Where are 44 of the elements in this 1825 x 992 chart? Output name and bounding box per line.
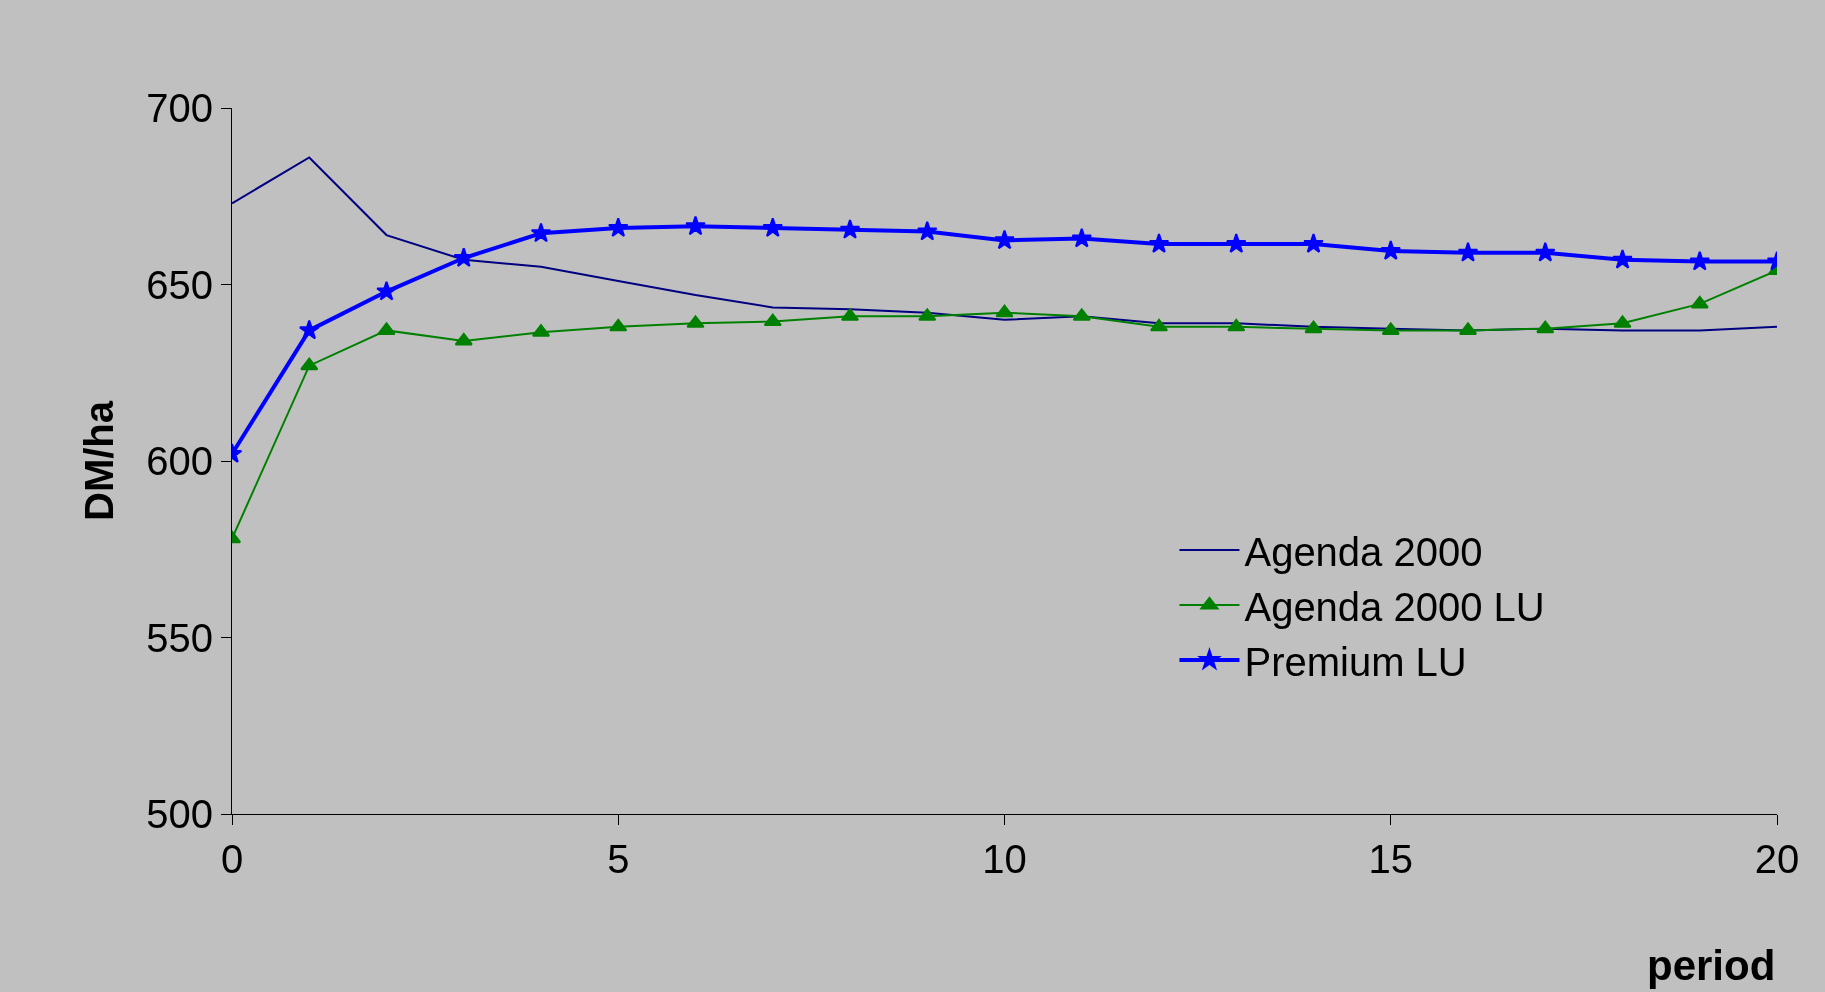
x-tick-label: 10 — [982, 837, 1027, 881]
point — [530, 222, 552, 243]
point — [1303, 233, 1324, 253]
y-tick-label: 600 — [146, 439, 213, 483]
point — [1457, 241, 1479, 262]
point — [453, 247, 475, 267]
x-tick-label: 0 — [220, 837, 244, 881]
point — [1380, 240, 1402, 260]
point — [994, 229, 1015, 250]
point — [1690, 295, 1709, 309]
y-tick-label: 550 — [146, 615, 213, 660]
point — [376, 280, 397, 301]
point — [1148, 233, 1170, 253]
point — [300, 357, 319, 371]
y-axis-title: DM/ha — [76, 400, 121, 521]
point — [1612, 248, 1633, 269]
point — [1149, 318, 1169, 332]
point — [1534, 241, 1556, 262]
y-tick-label: 500 — [146, 792, 213, 836]
legend-label: Agenda 2000 — [1244, 529, 1483, 574]
point — [995, 304, 1014, 318]
legend-label: Agenda 2000 LU — [1244, 584, 1545, 629]
point — [916, 220, 938, 241]
point — [685, 215, 706, 236]
point — [609, 318, 628, 332]
point — [839, 218, 861, 239]
point — [1536, 320, 1555, 334]
point — [607, 217, 629, 237]
point — [1071, 227, 1093, 248]
point — [454, 332, 473, 346]
point — [762, 217, 784, 237]
point — [763, 313, 782, 327]
y-tick-label: 650 — [146, 262, 213, 307]
point — [1689, 250, 1711, 271]
point — [1225, 233, 1247, 253]
y-tick-label: 700 — [146, 86, 213, 130]
point — [1304, 320, 1323, 334]
legend-label: Premium LU — [1244, 639, 1467, 684]
x-tick-label: 15 — [1368, 837, 1413, 881]
point — [298, 319, 320, 340]
x-axis-title: period — [1647, 942, 1776, 989]
x-tick-label: 20 — [1754, 837, 1800, 881]
point — [1227, 318, 1246, 332]
x-tick-label: 5 — [607, 837, 630, 881]
